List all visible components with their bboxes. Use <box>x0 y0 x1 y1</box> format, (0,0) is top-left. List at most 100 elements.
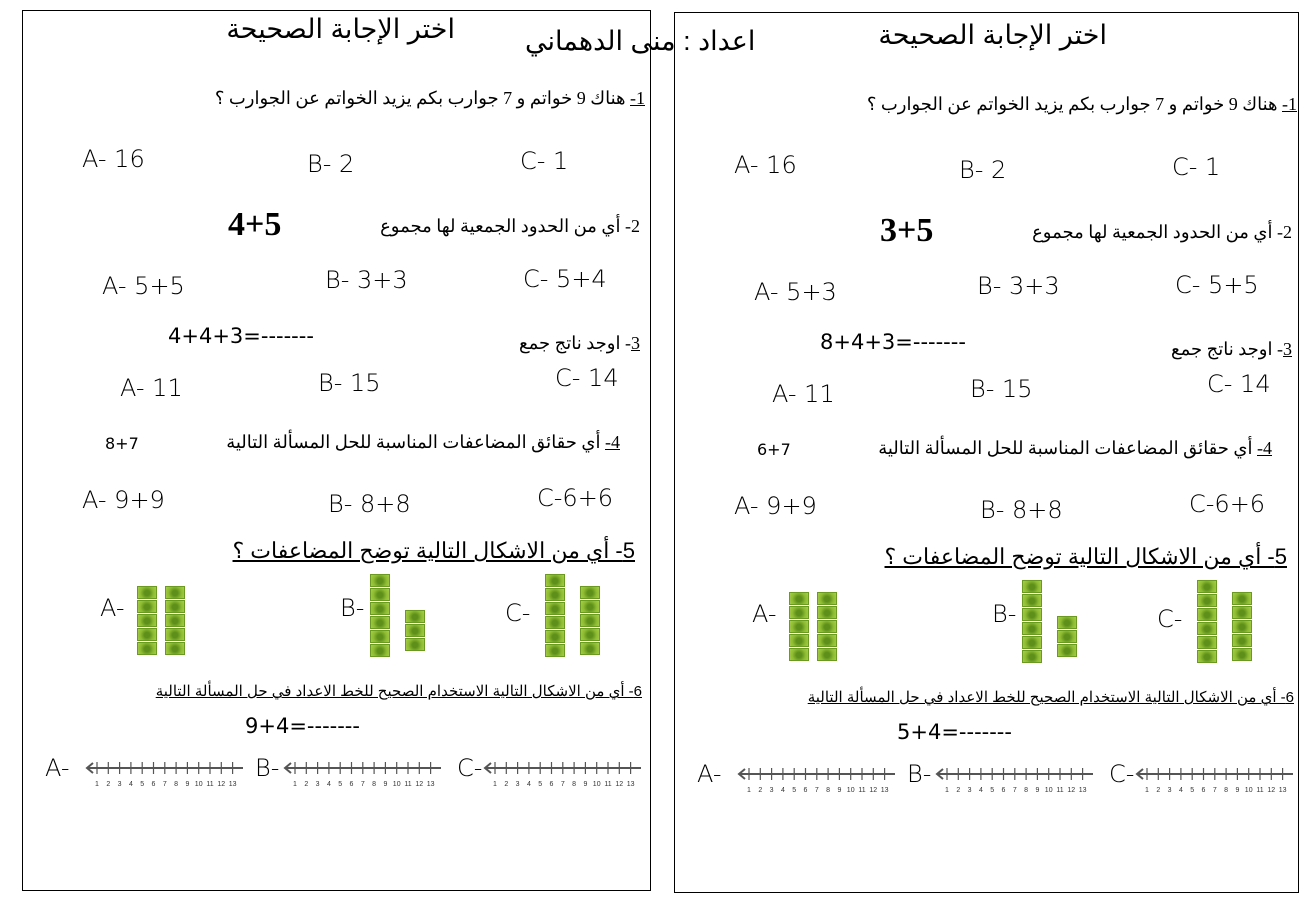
cube <box>1232 606 1252 619</box>
figure-c-label: C- <box>1157 605 1183 633</box>
tick-label: 5 <box>538 781 542 788</box>
tick-label: 3 <box>770 787 774 794</box>
cube <box>789 648 809 661</box>
cube <box>1022 622 1042 635</box>
cube <box>165 642 185 655</box>
cube <box>545 602 565 615</box>
cube <box>1197 594 1217 607</box>
q1-text: 1- هناك 9 خواتم و 7 جوارب بكم يزيد الخوا… <box>214 88 645 108</box>
tick-label: 4 <box>527 781 531 788</box>
option-a: A- 16 <box>82 145 145 173</box>
cube <box>817 634 837 647</box>
cube <box>165 628 185 641</box>
option-b: B- 8+8 <box>980 496 1063 524</box>
tick-label: 6 <box>550 781 554 788</box>
cube <box>370 574 390 587</box>
tick-label: 8 <box>1224 787 1228 794</box>
cube <box>580 628 600 641</box>
tick-label: 8 <box>372 781 376 788</box>
cube-stack <box>1232 592 1252 662</box>
cube <box>1057 616 1077 629</box>
cube-stack <box>817 592 837 662</box>
option-b: B- 15 <box>318 369 381 397</box>
option-b: B- 3+3 <box>977 272 1060 300</box>
tick-label: 1 <box>747 787 751 794</box>
tick-label: 10 <box>847 787 855 794</box>
tick-label: 10 <box>393 781 401 788</box>
cube <box>1022 580 1042 593</box>
cube <box>580 600 600 613</box>
option-a: A- 9+9 <box>734 492 817 520</box>
option-c: C-6+6 <box>537 484 614 512</box>
cube <box>165 586 185 599</box>
tick-label: 12 <box>615 781 623 788</box>
question-number: 3 <box>1283 339 1292 359</box>
tick-label: 1 <box>945 787 949 794</box>
tick-label: 11 <box>404 781 411 788</box>
option-b: B- 2 <box>959 156 1007 184</box>
q5-text: 5- أي من الاشكال التالية توضح المضاعفات … <box>884 544 1287 569</box>
tick-label: 4 <box>1179 787 1183 794</box>
cube <box>545 630 565 643</box>
cube <box>789 606 809 619</box>
tick-label: 10 <box>195 781 203 788</box>
number-line: 1 2 3 4 5 6 7 8 9 10 11 12 13 <box>85 762 243 788</box>
option-a: A- 5+5 <box>102 272 185 300</box>
q4-expression: 6+7 <box>757 440 791 459</box>
number-line: 1 2 3 4 5 6 7 8 9 10 11 12 13 <box>283 762 441 788</box>
cube-stack <box>137 586 157 656</box>
tick-label: 3 <box>516 781 520 788</box>
option-a: A- 5+3 <box>754 278 837 306</box>
tick-label: 12 <box>1067 787 1075 794</box>
cube <box>1197 580 1217 593</box>
tick-label: 13 <box>627 781 635 788</box>
tick-label: 6 <box>1202 787 1206 794</box>
cube <box>137 614 157 627</box>
q3-expression: 4+4+3=------- <box>168 324 314 348</box>
question-number: 4- <box>605 432 620 452</box>
cube <box>405 624 425 637</box>
cube <box>580 586 600 599</box>
tick-label: 4 <box>129 781 133 788</box>
tick-label: 7 <box>561 781 565 788</box>
cube-stack <box>165 586 185 656</box>
option-b: B- 8+8 <box>328 490 411 518</box>
number-line: 1 2 3 4 5 6 7 8 9 10 11 12 13 <box>1135 768 1293 794</box>
cube <box>545 644 565 657</box>
tick-label: 8 <box>572 781 576 788</box>
tick-label: 2 <box>758 787 762 794</box>
cube-stack <box>1022 580 1042 664</box>
cube <box>1197 622 1217 635</box>
q1-text: 1- هناك 9 خواتم و 7 جوارب بكم يزيد الخوا… <box>866 94 1297 114</box>
question-number: 1- <box>1282 94 1297 114</box>
tick-label: 4 <box>327 781 331 788</box>
tick-label: 7 <box>1013 787 1017 794</box>
cube-stack <box>789 592 809 662</box>
cube-stack <box>1197 580 1217 664</box>
option-b: B- 15 <box>970 375 1033 403</box>
cube-stack <box>1057 616 1077 658</box>
cube <box>789 634 809 647</box>
arrow-left-icon <box>737 768 746 780</box>
numberline-b-label: B- <box>255 754 280 782</box>
tick-label: 9 <box>837 787 841 794</box>
tick-label: 2 <box>1156 787 1160 794</box>
option-c: C- 5+4 <box>523 265 607 293</box>
tick-label: 3 <box>1168 787 1172 794</box>
cube <box>817 592 837 605</box>
cube <box>405 638 425 651</box>
tick-label: 2 <box>304 781 308 788</box>
q5-text: 5- أي من الاشكال التالية توضح المضاعفات … <box>232 538 635 563</box>
tick-label: 11 <box>858 787 865 794</box>
q4-expression: 8+7 <box>105 434 139 453</box>
tick-label: 10 <box>1245 787 1253 794</box>
q2-expression: 3+5 <box>880 212 934 249</box>
cube <box>1232 620 1252 633</box>
cube <box>789 592 809 605</box>
tick-label: 12 <box>869 787 877 794</box>
cube <box>370 588 390 601</box>
tick-label: 1 <box>95 781 99 788</box>
option-c: C-6+6 <box>1189 490 1266 518</box>
tick-label: 9 <box>1035 787 1039 794</box>
tick-label: 7 <box>1213 787 1217 794</box>
